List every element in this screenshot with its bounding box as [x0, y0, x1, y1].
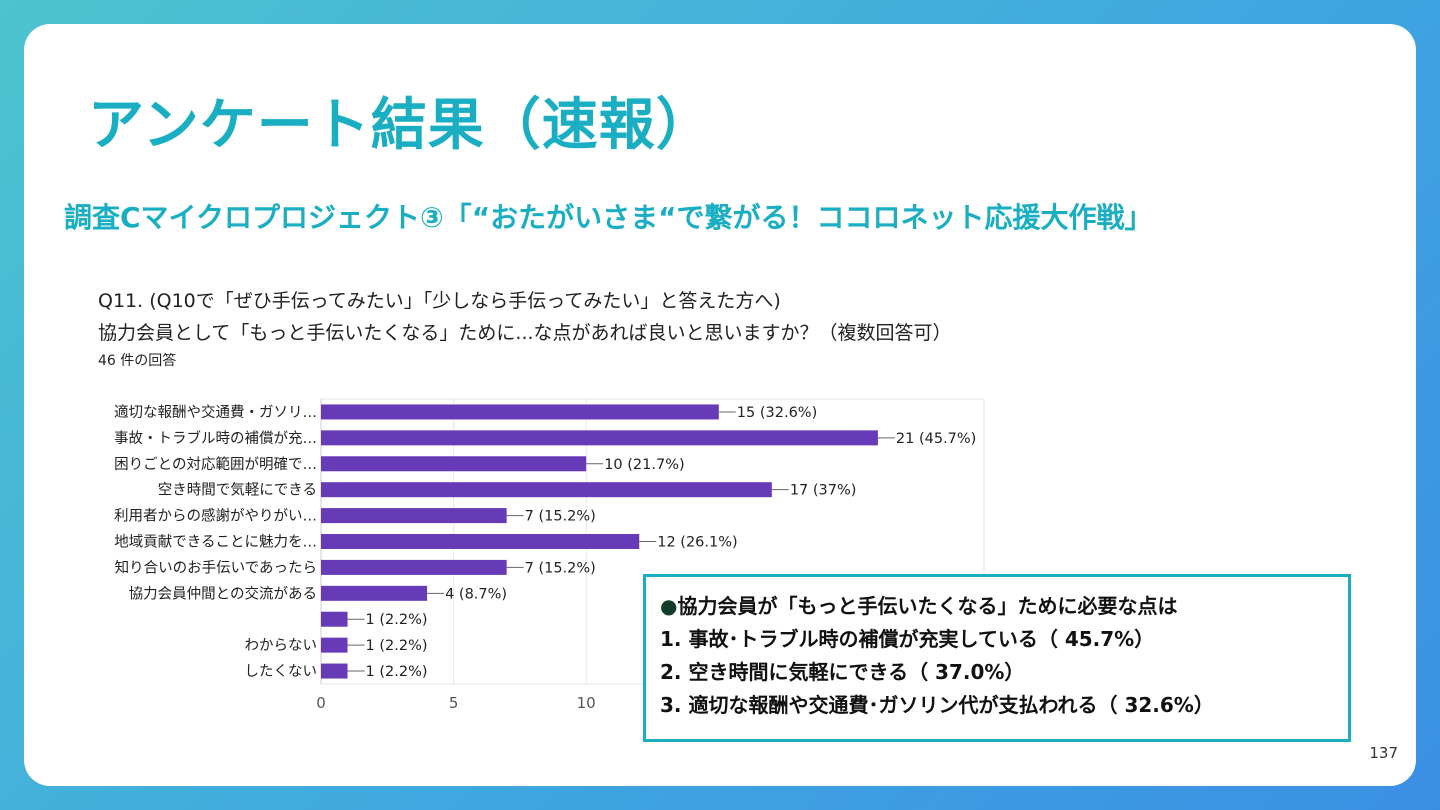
- data-label: 17 (37%): [790, 483, 857, 499]
- category-label: 利用者からの感謝がやりがい…: [114, 508, 317, 525]
- data-label: 15 (32.6%): [737, 405, 817, 421]
- summary-item-1: 1. 事故･トラブル時の補償が充実している（ 45.7%）: [660, 627, 1155, 651]
- bar: [321, 430, 878, 446]
- summary-box: ●協力会員が「もっと手伝いたくなる」ために必要な点は 1. 事故･トラブル時の補…: [643, 574, 1351, 742]
- data-label: 12 (26.1%): [657, 535, 737, 551]
- bar: [321, 611, 348, 627]
- category-label: 知り合いのお手伝いであったら: [115, 559, 317, 576]
- slide-title: アンケート結果（速報）: [88, 93, 713, 158]
- bar: [321, 508, 507, 524]
- category-label: 空き時間で気軽にできる: [158, 482, 317, 499]
- data-label: 21 (45.7%): [896, 431, 976, 447]
- bar: [321, 663, 348, 679]
- bar: [321, 534, 640, 549]
- category-label: 地域貢献できることに魅力を…: [114, 534, 317, 551]
- x-tick-label: 0: [316, 694, 326, 712]
- data-label: 10 (21.7%): [604, 457, 684, 473]
- category-label: 困りごとの対応範囲が明確で…: [114, 455, 317, 473]
- summary-heading: ●協力会員が「もっと手伝いたくなる」ために必要な点は: [660, 590, 1334, 623]
- bar: [321, 637, 348, 653]
- data-label: 4 (8.7%): [445, 586, 507, 602]
- category-label: 事故・トラブル時の補償が充…: [114, 429, 317, 447]
- question-line-1: Q11. (Q10で「ぜひ手伝ってみたい」「少しなら手伝ってみたい」と答えた方へ…: [98, 290, 781, 312]
- category-label: したくない: [245, 663, 318, 680]
- data-label: 1 (2.2%): [366, 638, 428, 654]
- question-line-2: 協力会員として「もっと手伝いたくなる」ために...な点があれば良いと思いますか？…: [98, 322, 952, 344]
- bar: [321, 482, 772, 498]
- slide-subtitle: 調査Cマイクロプロジェクト③「“おたがいさま“で繋がる！ココロネット応援大作戦」: [64, 201, 1153, 234]
- bar: [321, 404, 719, 420]
- bar: [321, 559, 507, 575]
- x-tick-label: 5: [449, 694, 459, 712]
- survey-question: Q11. (Q10で「ぜひ手伝ってみたい」「少しなら手伝ってみたい」と答えた方へ…: [98, 285, 952, 349]
- summary-item-2: 2. 空き時間に気軽にできる（ 37.0%）: [660, 660, 1025, 684]
- x-tick-label: 10: [577, 694, 596, 712]
- category-label: 適切な報酬や交通費・ガソリ…: [114, 403, 317, 421]
- bar: [321, 456, 587, 472]
- data-label: 7 (15.2%): [525, 509, 596, 525]
- category-label: わからない: [245, 637, 318, 654]
- bar: [321, 585, 428, 601]
- summary-heading-text: 協力会員が「もっと手伝いたくなる」ために必要な点は: [677, 594, 1178, 618]
- bullet-icon: ●: [660, 594, 678, 618]
- category-label: 協力会員仲間との交流がある: [129, 584, 317, 602]
- data-label: 1 (2.2%): [366, 612, 428, 628]
- page-number: 137: [1369, 744, 1398, 762]
- data-label: 1 (2.2%): [366, 664, 428, 680]
- data-label: 7 (15.2%): [525, 560, 596, 576]
- response-count: 46 件の回答: [98, 353, 177, 369]
- summary-item-3: 3. 適切な報酬や交通費･ガソリン代が支払われる（ 32.6%）: [660, 693, 1214, 717]
